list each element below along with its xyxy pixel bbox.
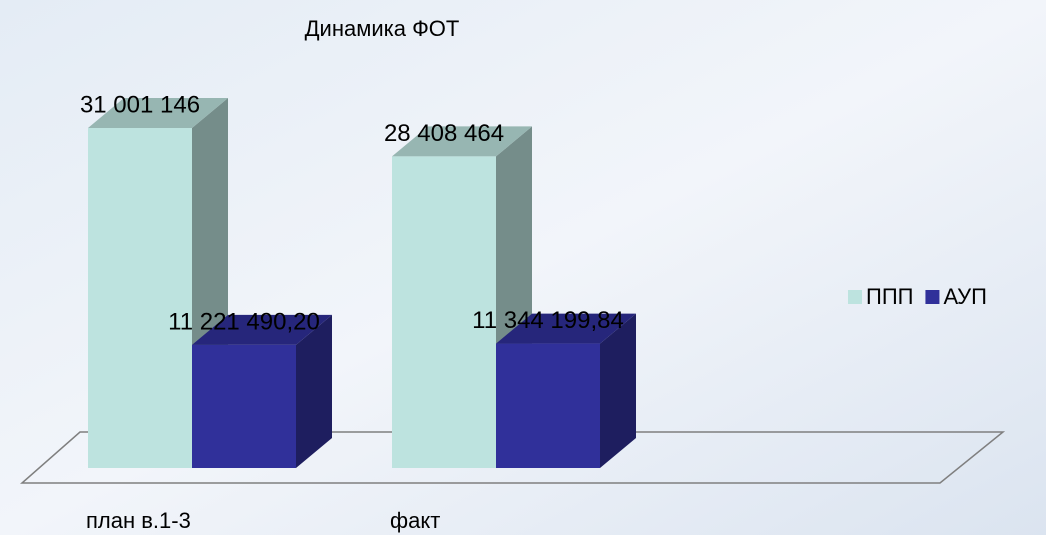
bar-top bbox=[392, 126, 532, 157]
chart-title: Динамика ФОТ bbox=[305, 16, 460, 41]
bar bbox=[88, 128, 192, 468]
bar-side bbox=[296, 314, 332, 468]
legend-label: АУП bbox=[943, 284, 987, 309]
x-tick-label: факт bbox=[390, 508, 440, 533]
bar bbox=[392, 156, 496, 468]
bar bbox=[192, 344, 296, 468]
data-label: 11 221 490,20 bbox=[168, 308, 320, 335]
legend-label: ППП bbox=[866, 284, 913, 309]
bar bbox=[496, 343, 600, 468]
bar-side bbox=[600, 313, 636, 468]
bar-top bbox=[88, 98, 228, 128]
legend-swatch bbox=[925, 290, 940, 304]
bar-top bbox=[192, 314, 332, 345]
legend-swatch bbox=[848, 290, 862, 304]
data-label: 11 344 199,84 bbox=[472, 307, 624, 334]
data-label: 31 001 146 bbox=[80, 91, 200, 118]
x-tick-label: план в.1-3 bbox=[86, 508, 191, 533]
bar-top bbox=[496, 313, 636, 344]
floor bbox=[20, 431, 1006, 484]
data-label: 28 408 464 bbox=[384, 120, 504, 147]
